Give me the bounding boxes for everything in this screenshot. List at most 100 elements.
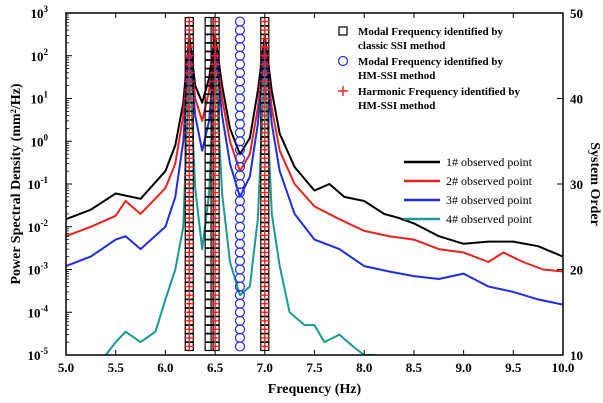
marker-plus-20 [184, 170, 195, 181]
marker-plus-105 [259, 110, 270, 121]
marker-plus-55 [210, 204, 221, 215]
y-tick-exponent: 0 [44, 132, 49, 142]
marker-circle-34 [234, 50, 246, 61]
marker-plus-101 [259, 144, 270, 155]
marker-plus-50 [210, 247, 221, 258]
marker-plus-31 [184, 76, 195, 87]
marker-circle-2 [234, 324, 246, 335]
marker-plus-25 [184, 127, 195, 138]
marker-plus-12 [184, 238, 195, 249]
marker-plus-86 [259, 273, 270, 284]
marker-plus-42 [210, 315, 221, 326]
marker-circle-16 [234, 204, 246, 215]
marker-plus-18 [184, 187, 195, 198]
marker-plus-80 [259, 324, 270, 335]
marker-legend-label: HM-SSI method [358, 100, 435, 112]
x-tick-label: 6.0 [157, 360, 173, 375]
x-tick-label: 9.0 [455, 360, 471, 375]
marker-plus-0 [184, 341, 195, 352]
marker-circle-12 [234, 238, 246, 249]
marker-circle-27 [234, 110, 246, 121]
marker-plus-82 [259, 307, 270, 318]
x-tick-label: 7.0 [257, 360, 273, 375]
y-tick-exponent: -5 [41, 346, 49, 356]
marker-plus-21 [184, 161, 195, 172]
marker-circle-14 [234, 221, 246, 232]
y-tick-exponent: 2 [44, 47, 49, 57]
marker-plus-29 [184, 93, 195, 104]
marker-plus-6 [184, 290, 195, 301]
marker-circle-35 [234, 42, 246, 53]
marker-plus-102 [259, 136, 270, 147]
marker-plus-72 [210, 59, 221, 70]
marker-circle-9 [234, 264, 246, 275]
marker-plus-77 [210, 16, 221, 27]
marker-plus-98 [259, 170, 270, 181]
marker-plus-64 [210, 127, 221, 138]
marker-plus-104 [259, 119, 270, 130]
marker-plus-51 [210, 238, 221, 249]
marker-plus-73 [210, 50, 221, 61]
marker-plus-110 [259, 67, 270, 78]
y-tick-label: 10-4 [28, 303, 49, 320]
marker-plus-89 [259, 247, 270, 258]
marker-plus-44 [210, 298, 221, 309]
y2-axis-label: System Order [587, 142, 602, 226]
y-tick-exponent: 3 [44, 4, 49, 14]
marker-legend: Modal Frequency identified by classic SSI… [337, 26, 521, 112]
marker-circle-20 [234, 170, 246, 181]
y-tick-exponent: -3 [41, 261, 49, 271]
marker-plus-66 [210, 110, 221, 121]
marker-plus-30 [184, 84, 195, 95]
marker-circle-8 [234, 272, 246, 284]
marker-plus-81 [259, 315, 270, 326]
marker-plus-57 [210, 187, 221, 198]
marker-plus-56 [210, 196, 221, 207]
marker-plus-68 [210, 93, 221, 104]
marker-plus-92 [259, 221, 270, 232]
marker-plus-59 [210, 170, 221, 181]
x-tick-label: 5.0 [58, 360, 74, 375]
marker-plus-13 [184, 230, 195, 241]
series-legend-label-4: 4# observed point [446, 212, 533, 226]
marker-circle-26 [234, 119, 246, 130]
y-tick-label: 101 [31, 90, 49, 107]
marker-plus-22 [184, 153, 195, 164]
marker-plus-10 [184, 255, 195, 266]
marker-circle-29 [234, 93, 246, 104]
marker-plus-75 [210, 33, 221, 44]
marker-circle-32 [234, 67, 246, 78]
y-tick-label: 102 [31, 47, 49, 64]
marker-plus-39 [210, 341, 221, 352]
series-legend: 1# observed point 2# observed point 3# obs… [404, 155, 533, 226]
marker-plus-93 [259, 213, 270, 224]
marker-legend-symbol [338, 26, 348, 36]
marker-plus-38 [184, 16, 195, 27]
marker-circle-25 [234, 127, 246, 138]
x-axis-label: Frequency (Hz) [268, 382, 362, 397]
y-tick-label: 10-3 [28, 261, 49, 278]
y-tick-label: 10-5 [28, 346, 49, 363]
y2-tick-label: 30 [570, 177, 583, 192]
marker-plus-4 [184, 307, 195, 318]
marker-circle-5 [234, 298, 246, 309]
marker-plus-28 [184, 102, 195, 113]
marker-plus-115 [259, 25, 270, 36]
marker-circle-4 [234, 307, 246, 318]
series-legend-label-2: 2# observed point [446, 174, 533, 188]
marker-circle-10 [234, 255, 246, 267]
marker-plus-15 [184, 213, 195, 224]
marker-plus-79 [259, 332, 270, 343]
x-tick-label: 6.5 [207, 360, 224, 375]
y-tick-label: 103 [31, 4, 49, 21]
marker-plus-8 [184, 273, 195, 284]
marker-plus-70 [210, 76, 221, 87]
marker-plus-3 [184, 315, 195, 326]
marker-plus-14 [184, 221, 195, 232]
marker-plus-113 [259, 42, 270, 53]
y-tick-exponent: -2 [41, 218, 49, 228]
y-tick-label: 10-2 [28, 218, 49, 235]
marker-plus-91 [259, 230, 270, 241]
marker-plus-88 [259, 255, 270, 266]
